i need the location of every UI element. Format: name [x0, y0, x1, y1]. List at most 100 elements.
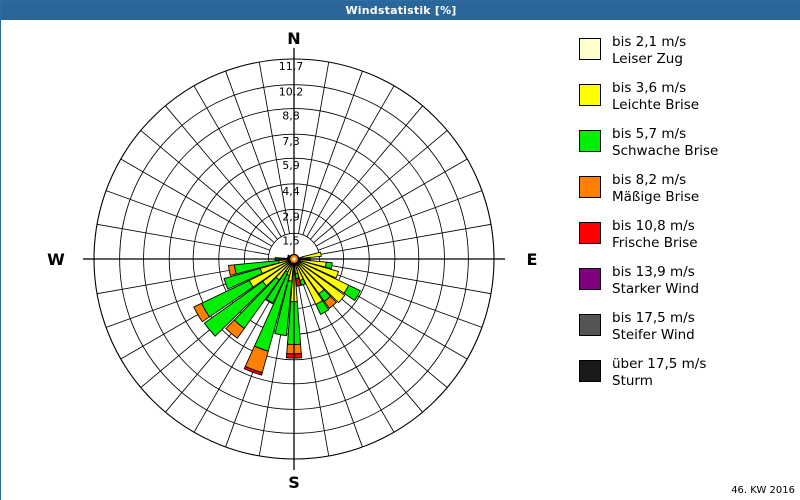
legend-color-swatch [579, 176, 601, 198]
wind-rose-sector [265, 270, 289, 304]
grid-spoke [313, 130, 448, 243]
grid-spoke [225, 70, 286, 236]
legend-beaufort-name: Mäßige Brise [612, 188, 700, 205]
wind-rose-sector [223, 267, 263, 290]
legend-beaufort-name: Leiser Zug [612, 50, 683, 67]
legend-beaufort-name: Starker Wind [612, 280, 700, 297]
legend-color-swatch [579, 130, 601, 152]
grid-spoke [306, 85, 395, 238]
wind-rose-sector [299, 260, 340, 279]
legend-item: bis 10,8 m/s Frische Brise [579, 218, 797, 259]
wind-rose-sector [203, 280, 268, 337]
legend-color-swatch [579, 268, 601, 290]
radial-tick-label: 11,7 [279, 60, 304, 73]
grid-spoke [193, 85, 282, 238]
window-content: 1,5 2,9 4,4 5,9 7,3 8,8 10,2 11,7 N S E W bis 2,1 … [1, 20, 800, 500]
wind-rose-sector [193, 302, 210, 323]
wind-rose-sector [297, 261, 346, 304]
grid-spoke [315, 158, 468, 247]
compass-label-west: W [47, 250, 65, 269]
legend-speed-range: bis 3,6 m/s [612, 80, 687, 96]
grid-spoke [258, 61, 290, 234]
wind-rose-sector [301, 251, 322, 259]
legend-item: über 17,5 m/s Sturm [579, 356, 797, 397]
legend-item: bis 17,5 m/s Steifer Wind [579, 310, 797, 351]
wind-rose-sector [343, 284, 361, 302]
compass-labels: N S E W [47, 29, 537, 492]
legend-speed-range: bis 5,7 m/s [612, 126, 687, 142]
radial-tick-label: 1,5 [282, 234, 300, 247]
legend-speed-range: bis 13,9 m/s [612, 264, 695, 280]
grid-spoke [140, 130, 275, 243]
radial-tick-label: 2,9 [282, 210, 300, 223]
rose-center-hole [292, 257, 296, 261]
compass-label-east: E [527, 250, 538, 269]
grid-spoke [302, 282, 363, 448]
legend-beaufort-name: Schwache Brise [612, 142, 719, 159]
legend-item: bis 13,9 m/s Starker Wind [579, 264, 797, 305]
legend: bis 2,1 m/s Leiser Zug bis 3,6 m/s Leichte … [579, 34, 797, 402]
grid-spoke [298, 284, 330, 457]
radial-tick-labels: 1,5 2,9 4,4 5,9 7,3 8,8 10,2 11,7 [279, 60, 304, 247]
legend-item: bis 8,2 m/s Mäßige Brise [579, 172, 797, 213]
legend-speed-range: über 17,5 m/s [612, 356, 707, 372]
legend-label: bis 5,7 m/s Schwache Brise [612, 126, 718, 159]
legend-item: bis 2,1 m/s Leiser Zug [579, 34, 797, 75]
legend-label: bis 17,5 m/s Steifer Wind [612, 310, 695, 343]
wind-rose-sector [243, 365, 263, 376]
legend-label: bis 13,9 m/s Starker Wind [612, 264, 699, 297]
wind-rose-sector [323, 295, 338, 309]
legend-color-swatch [579, 222, 601, 244]
window-title: Windstatistik [%] [345, 4, 457, 17]
radial-tick-label: 8,8 [282, 110, 300, 123]
radial-tick-label: 5,9 [282, 159, 300, 172]
grid-spoke [105, 190, 271, 251]
legend-color-swatch [579, 84, 601, 106]
window-title-bar: Windstatistik [%] [1, 1, 800, 20]
legend-beaufort-name: Frische Brise [612, 234, 698, 251]
legend-color-swatch [579, 38, 601, 60]
grid-spoke [96, 223, 269, 255]
legend-beaufort-name: Steifer Wind [612, 326, 695, 343]
wind-rose-sectors [193, 251, 361, 376]
grid-spoke [310, 105, 423, 240]
legend-color-swatch [579, 314, 601, 336]
legend-label: bis 10,8 m/s Frische Brise [612, 218, 698, 251]
wind-rose-sector [225, 319, 245, 339]
wind-rose-sector [324, 261, 333, 270]
grid-spoke [317, 267, 483, 328]
legend-speed-range: bis 8,2 m/s [612, 172, 687, 188]
compass-label-north: N [287, 29, 300, 48]
grid-spoke [319, 263, 492, 295]
grid-spoke [120, 158, 273, 247]
legend-beaufort-name: Sturm [612, 372, 653, 389]
legend-label: über 17,5 m/s Sturm [612, 356, 706, 389]
radial-tick-label: 7,3 [282, 135, 300, 148]
legend-label: bis 3,6 m/s Leichte Brise [612, 80, 699, 113]
wind-rose-sector [228, 264, 237, 276]
grid-spoke [319, 223, 492, 255]
wind-rose-sector [295, 277, 302, 287]
grid-spoke [317, 190, 483, 251]
grid-spoke [165, 105, 278, 240]
legend-speed-range: bis 10,8 m/s [612, 218, 695, 234]
wind-rose-sector [274, 279, 293, 337]
radial-tick-label: 10,2 [279, 86, 304, 99]
legend-speed-range: bis 2,1 m/s [612, 34, 687, 50]
compass-label-south: S [288, 473, 300, 492]
grid-spoke [302, 70, 363, 236]
footer-period: 46. KW 2016 [731, 485, 795, 496]
legend-beaufort-name: Leichte Brise [612, 96, 700, 113]
wind-rose-svg: 1,5 2,9 4,4 5,9 7,3 8,8 10,2 11,7 N S E W [47, 29, 537, 492]
grid-spoke [193, 280, 282, 433]
grid-spoke [298, 61, 330, 234]
legend-item: bis 3,6 m/s Leichte Brise [579, 80, 797, 121]
wind-rose-sector [299, 278, 306, 286]
radial-tick-label: 4,4 [282, 185, 300, 198]
legend-item: bis 5,7 m/s Schwache Brise [579, 126, 797, 167]
rose-center-hub [288, 253, 300, 265]
wind-rose-sector [315, 299, 330, 316]
legend-label: bis 2,1 m/s Leiser Zug [612, 34, 686, 67]
legend-label: bis 8,2 m/s Mäßige Brise [612, 172, 699, 205]
